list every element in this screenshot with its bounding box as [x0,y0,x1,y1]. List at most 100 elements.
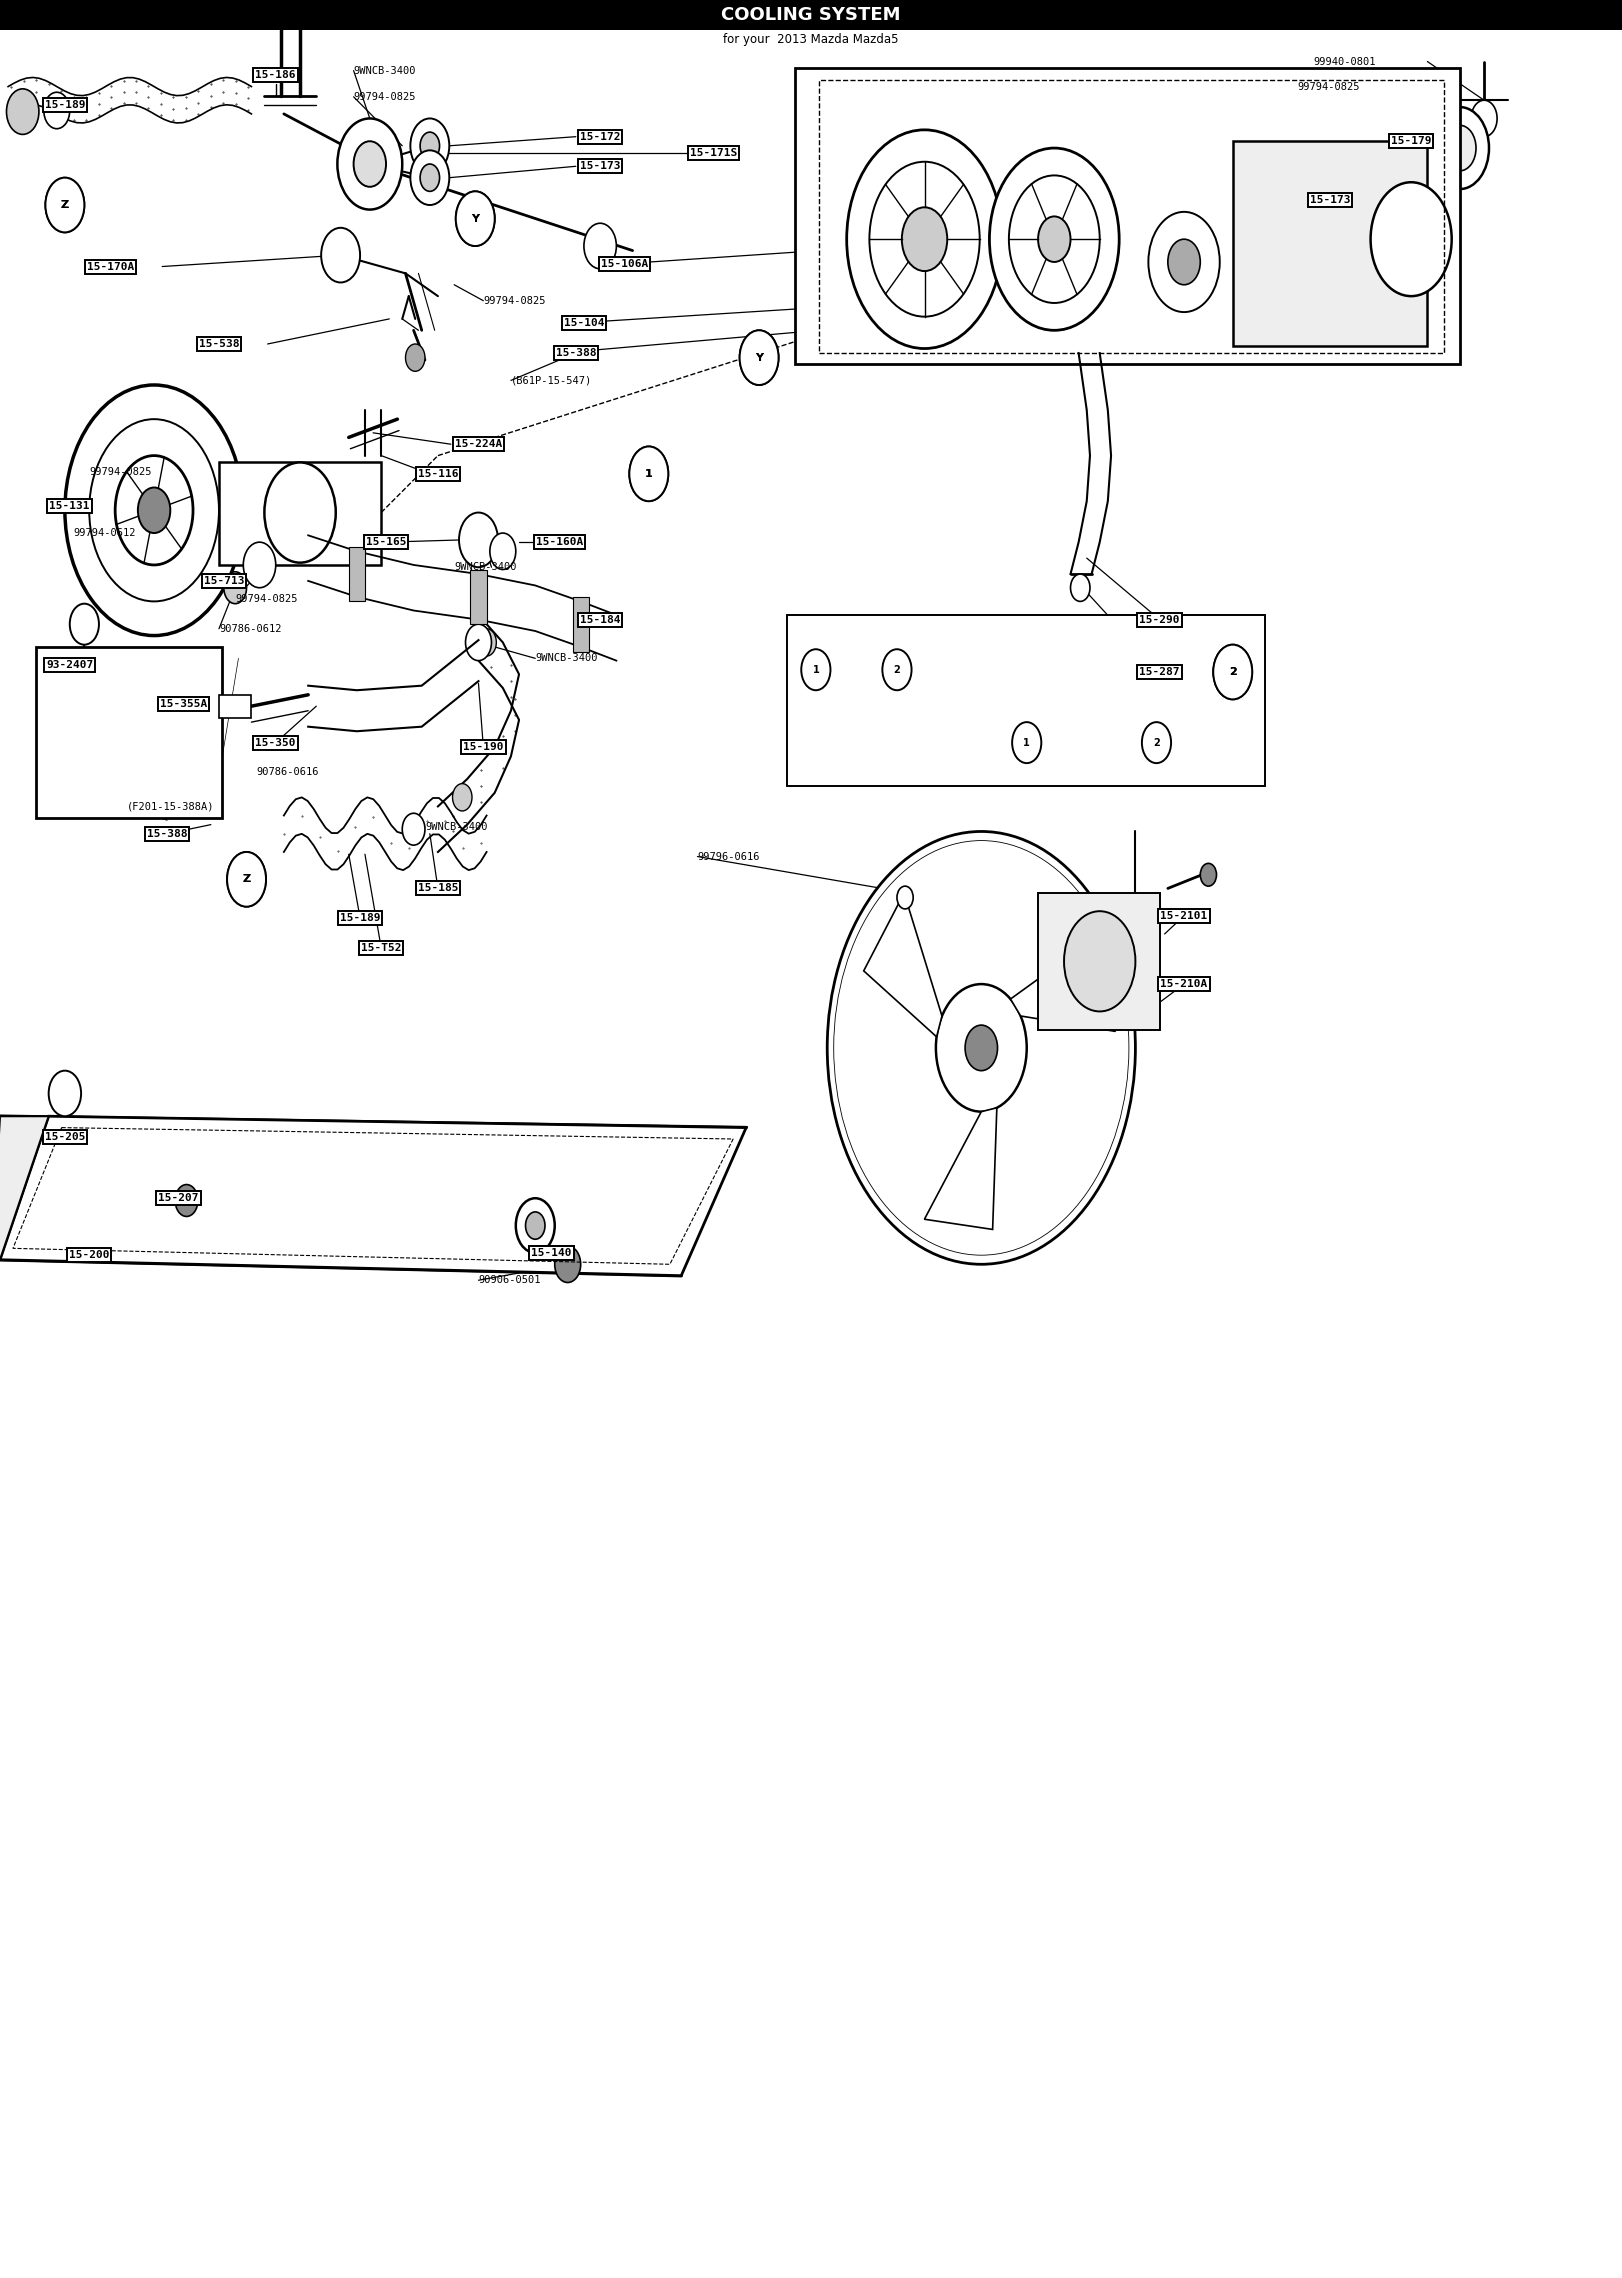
Text: 2: 2 [1153,738,1160,747]
Circle shape [243,542,276,588]
Text: 15-140: 15-140 [532,1248,571,1257]
Circle shape [740,330,779,385]
Circle shape [740,330,779,385]
Text: 2: 2 [1229,667,1236,677]
Circle shape [1377,194,1406,235]
Circle shape [45,178,84,232]
Text: ...: ... [835,665,866,674]
Text: 15-116: 15-116 [418,469,457,478]
Circle shape [989,148,1119,330]
Text: 2: 2 [894,665,900,674]
Circle shape [1009,175,1100,303]
Text: 90786-0612: 90786-0612 [219,624,282,633]
Circle shape [629,446,668,501]
Text: 15-T52: 15-T52 [362,943,401,952]
Circle shape [45,178,84,232]
Text: 93-2407: 93-2407 [45,661,94,670]
Bar [219,695,251,718]
Circle shape [584,223,616,269]
Circle shape [175,1185,198,1216]
Circle shape [1213,645,1252,699]
Text: for your  2013 Mazda Mazda5: for your 2013 Mazda Mazda5 [723,34,899,46]
Text: 15-210A: 15-210A [1160,980,1208,989]
Bar [1038,893,1160,1030]
Text: 99794-0612: 99794-0612 [73,528,136,538]
Text: 15-184: 15-184 [581,615,620,624]
Text: 90906-0501: 90906-0501 [478,1276,542,1285]
Circle shape [1444,125,1476,171]
Bar [1233,141,1427,346]
Text: ⇒: ⇒ [916,665,936,674]
Text: 15-165: 15-165 [367,538,406,547]
Text: Z: Z [242,875,251,884]
Text: Z: Z [242,875,251,884]
Circle shape [402,813,425,845]
Bar [219,462,381,565]
Text: 15-713: 15-713 [204,576,243,585]
Circle shape [1038,216,1071,262]
Circle shape [227,852,266,907]
Text: 15-104: 15-104 [564,319,603,328]
Text: 99794-0825: 99794-0825 [1298,82,1361,91]
Bar [795,68,1460,364]
Text: 15-388: 15-388 [556,349,595,358]
Text: 15-106A: 15-106A [600,260,649,269]
Text: 15-172: 15-172 [581,132,620,141]
Bar [470,570,487,624]
Text: 15-160A: 15-160A [535,538,584,547]
Circle shape [227,852,266,907]
Text: 15-171S: 15-171S [689,148,738,157]
Circle shape [70,604,99,645]
Circle shape [1168,239,1200,285]
Text: 15-173: 15-173 [581,162,620,171]
Bar [787,615,1265,786]
Text: 15-170A: 15-170A [86,262,135,271]
Text: 15-186: 15-186 [256,71,295,80]
Circle shape [410,150,449,205]
Text: (F201-15-388A): (F201-15-388A) [127,802,214,811]
Bar [349,547,365,601]
Polygon shape [925,1107,998,1230]
Circle shape [555,1246,581,1283]
Text: 15-189: 15-189 [45,100,84,109]
Text: 1: 1 [813,665,819,674]
Text: 1: 1 [646,469,652,478]
Text: THROUGH: THROUGH [1049,738,1098,747]
Circle shape [264,462,336,563]
Text: 15-185: 15-185 [418,884,457,893]
Circle shape [420,132,440,159]
Circle shape [224,572,247,604]
Text: 99794-0825: 99794-0825 [483,296,547,305]
Circle shape [6,89,39,134]
Circle shape [89,419,219,601]
Text: .: . [1176,738,1187,747]
Text: Y: Y [756,353,762,362]
Text: 1: 1 [1023,738,1030,747]
Text: 15-200: 15-200 [70,1251,109,1260]
Text: 99794-0825: 99794-0825 [235,595,298,604]
Circle shape [801,649,830,690]
Text: 99794-0825: 99794-0825 [89,467,152,476]
Text: 15-010S: 15-010S [949,665,989,674]
Circle shape [827,831,1135,1264]
Circle shape [49,1071,81,1116]
Text: 2: 2 [1229,667,1236,677]
Circle shape [1471,100,1497,137]
Text: 99796-0616: 99796-0616 [697,852,761,861]
Bar [573,597,589,652]
Text: 15-388: 15-388 [148,829,187,838]
Circle shape [882,649,912,690]
Circle shape [453,784,472,811]
Bar [819,80,1444,353]
Text: 15-179: 15-179 [1392,137,1431,146]
Circle shape [410,118,449,173]
Polygon shape [863,893,942,1036]
Text: 1: 1 [646,469,652,478]
Circle shape [1413,159,1452,214]
Text: 15-207: 15-207 [159,1194,198,1203]
Text: 15-205: 15-205 [45,1132,84,1141]
Text: 9WNCB-3400: 9WNCB-3400 [425,822,488,831]
Text: ─NOTE─: ─NOTE─ [1007,633,1045,642]
Text: Y: Y [756,353,762,362]
Circle shape [869,162,980,317]
